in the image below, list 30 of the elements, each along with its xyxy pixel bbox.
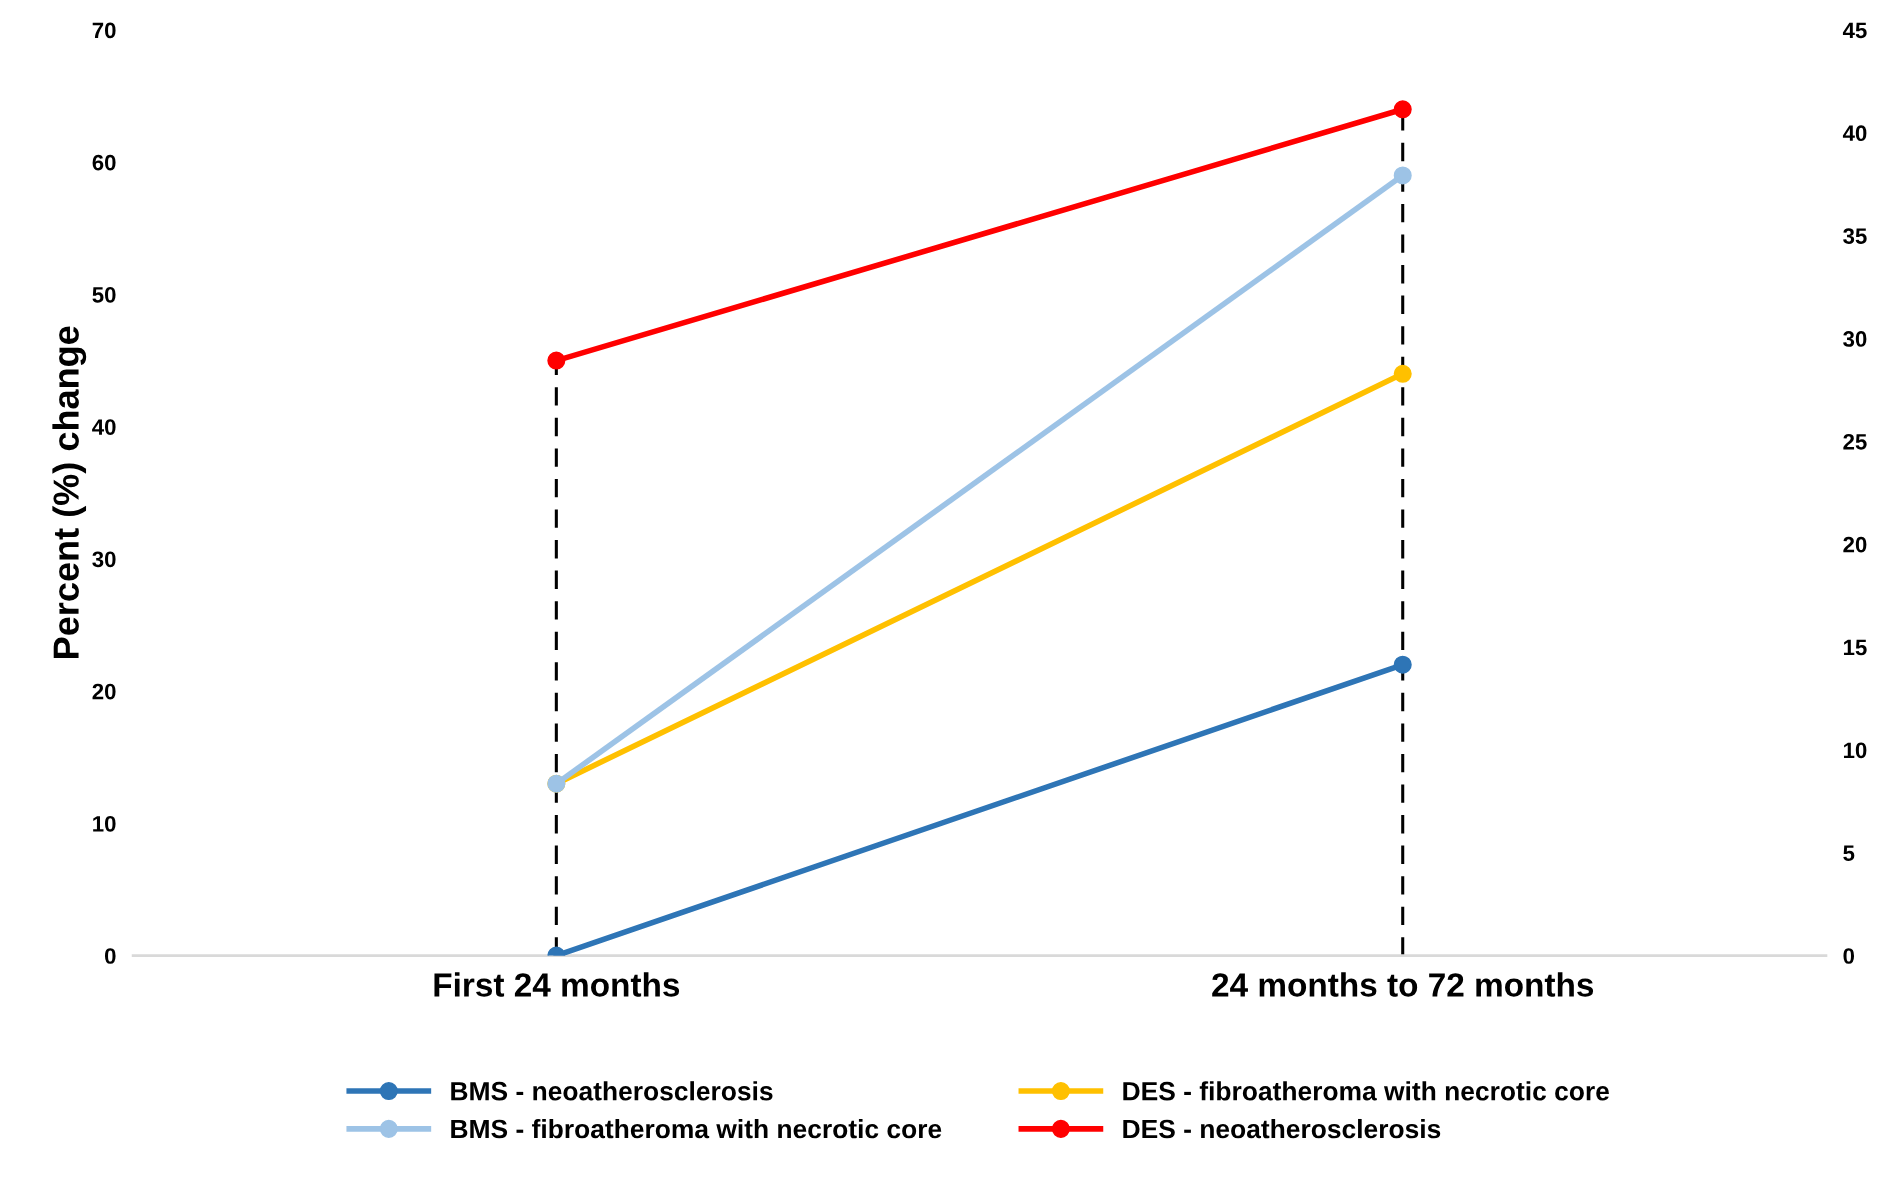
point: [1393, 100, 1412, 119]
y-tick-label: 40: [92, 419, 116, 435]
point: [1393, 166, 1412, 185]
point: [1393, 364, 1412, 383]
y2-tick-label: 25: [1843, 433, 1867, 450]
y2-tick-label: 30: [1843, 331, 1867, 347]
y2-tick-label: 20: [1843, 536, 1867, 553]
point: [547, 351, 566, 370]
y2-tick-label: 15: [1843, 639, 1867, 656]
y-tick-label: 50: [92, 286, 116, 303]
y-tick-label: 70: [92, 22, 116, 39]
y2-tick-label: 40: [1842, 125, 1867, 142]
y-axis-title: Percent (%) change: [52, 326, 87, 658]
y-tick-label: 30: [92, 551, 116, 568]
y2-tick-label: 0: [1843, 948, 1855, 964]
y-tick-label: 20: [92, 683, 116, 700]
y2-tick-label: 10: [1843, 742, 1867, 759]
legend-label: DES - neoatherosclerosis: [1123, 1118, 1441, 1139]
y-tick-label: 0: [104, 948, 116, 964]
legend-label: DES - fibroatheroma with necrotic core: [1123, 1081, 1609, 1101]
y2-tick-label: 5: [1843, 845, 1855, 862]
point: [1393, 655, 1412, 674]
y2-tick-label: 45: [1842, 22, 1867, 39]
x-tick-label: 24 months to 72 months: [1212, 972, 1594, 997]
legend-label: BMS - fibroatheroma with necrotic core: [451, 1118, 942, 1139]
legend-label: BMS - neoatherosclerosis: [451, 1081, 773, 1101]
y2-tick-label: 35: [1843, 228, 1867, 244]
y-tick-label: 60: [92, 154, 116, 171]
x-tick-label: First 24 months: [434, 972, 680, 997]
y-tick-label: 10: [93, 815, 116, 832]
